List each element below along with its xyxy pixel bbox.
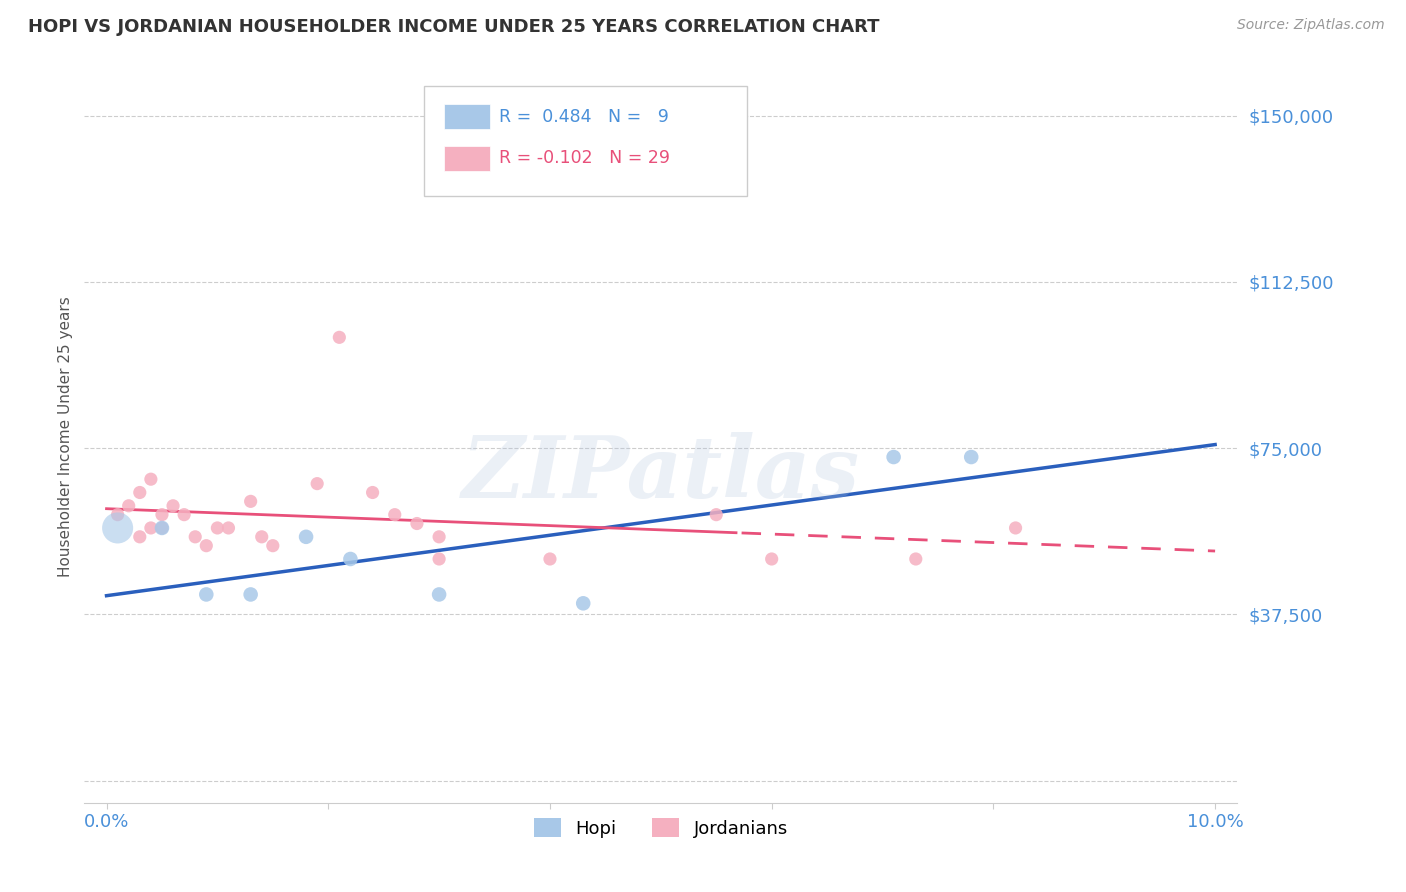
Point xyxy=(239,587,262,601)
Point xyxy=(118,499,141,513)
Point xyxy=(307,476,329,491)
Point xyxy=(128,530,150,544)
Point xyxy=(218,521,240,535)
Point xyxy=(406,516,429,531)
FancyBboxPatch shape xyxy=(444,146,491,171)
Point xyxy=(427,530,450,544)
Y-axis label: Householder Income Under 25 years: Householder Income Under 25 years xyxy=(58,297,73,577)
Point xyxy=(538,552,561,566)
Point xyxy=(207,521,229,535)
Point xyxy=(139,472,162,486)
Point xyxy=(761,552,783,566)
FancyBboxPatch shape xyxy=(425,86,748,195)
Point xyxy=(427,552,450,566)
Point xyxy=(339,552,361,566)
Point xyxy=(361,485,384,500)
Point xyxy=(1004,521,1026,535)
Text: ZIPatlas: ZIPatlas xyxy=(461,432,860,516)
Point xyxy=(139,521,162,535)
Text: HOPI VS JORDANIAN HOUSEHOLDER INCOME UNDER 25 YEARS CORRELATION CHART: HOPI VS JORDANIAN HOUSEHOLDER INCOME UND… xyxy=(28,18,880,36)
Point xyxy=(960,450,983,464)
Point xyxy=(384,508,406,522)
Point xyxy=(128,485,150,500)
Point xyxy=(704,508,727,522)
Point xyxy=(904,552,927,566)
Text: Source: ZipAtlas.com: Source: ZipAtlas.com xyxy=(1237,18,1385,32)
Point xyxy=(184,530,207,544)
Point xyxy=(150,521,173,535)
Point xyxy=(107,521,129,535)
Point xyxy=(195,539,218,553)
Point xyxy=(427,587,450,601)
Text: R =  0.484   N =   9: R = 0.484 N = 9 xyxy=(499,108,669,126)
Point xyxy=(173,508,195,522)
Point xyxy=(195,587,218,601)
Point xyxy=(150,521,173,535)
Point xyxy=(262,539,284,553)
Point xyxy=(239,494,262,508)
Text: R = -0.102   N = 29: R = -0.102 N = 29 xyxy=(499,149,671,168)
FancyBboxPatch shape xyxy=(444,104,491,129)
Legend: Hopi, Jordanians: Hopi, Jordanians xyxy=(526,811,796,845)
Point xyxy=(107,508,129,522)
Point xyxy=(162,499,184,513)
Point xyxy=(150,508,173,522)
Point xyxy=(883,450,905,464)
Point xyxy=(328,330,350,344)
Point xyxy=(572,596,595,610)
Point xyxy=(250,530,273,544)
Point xyxy=(295,530,318,544)
